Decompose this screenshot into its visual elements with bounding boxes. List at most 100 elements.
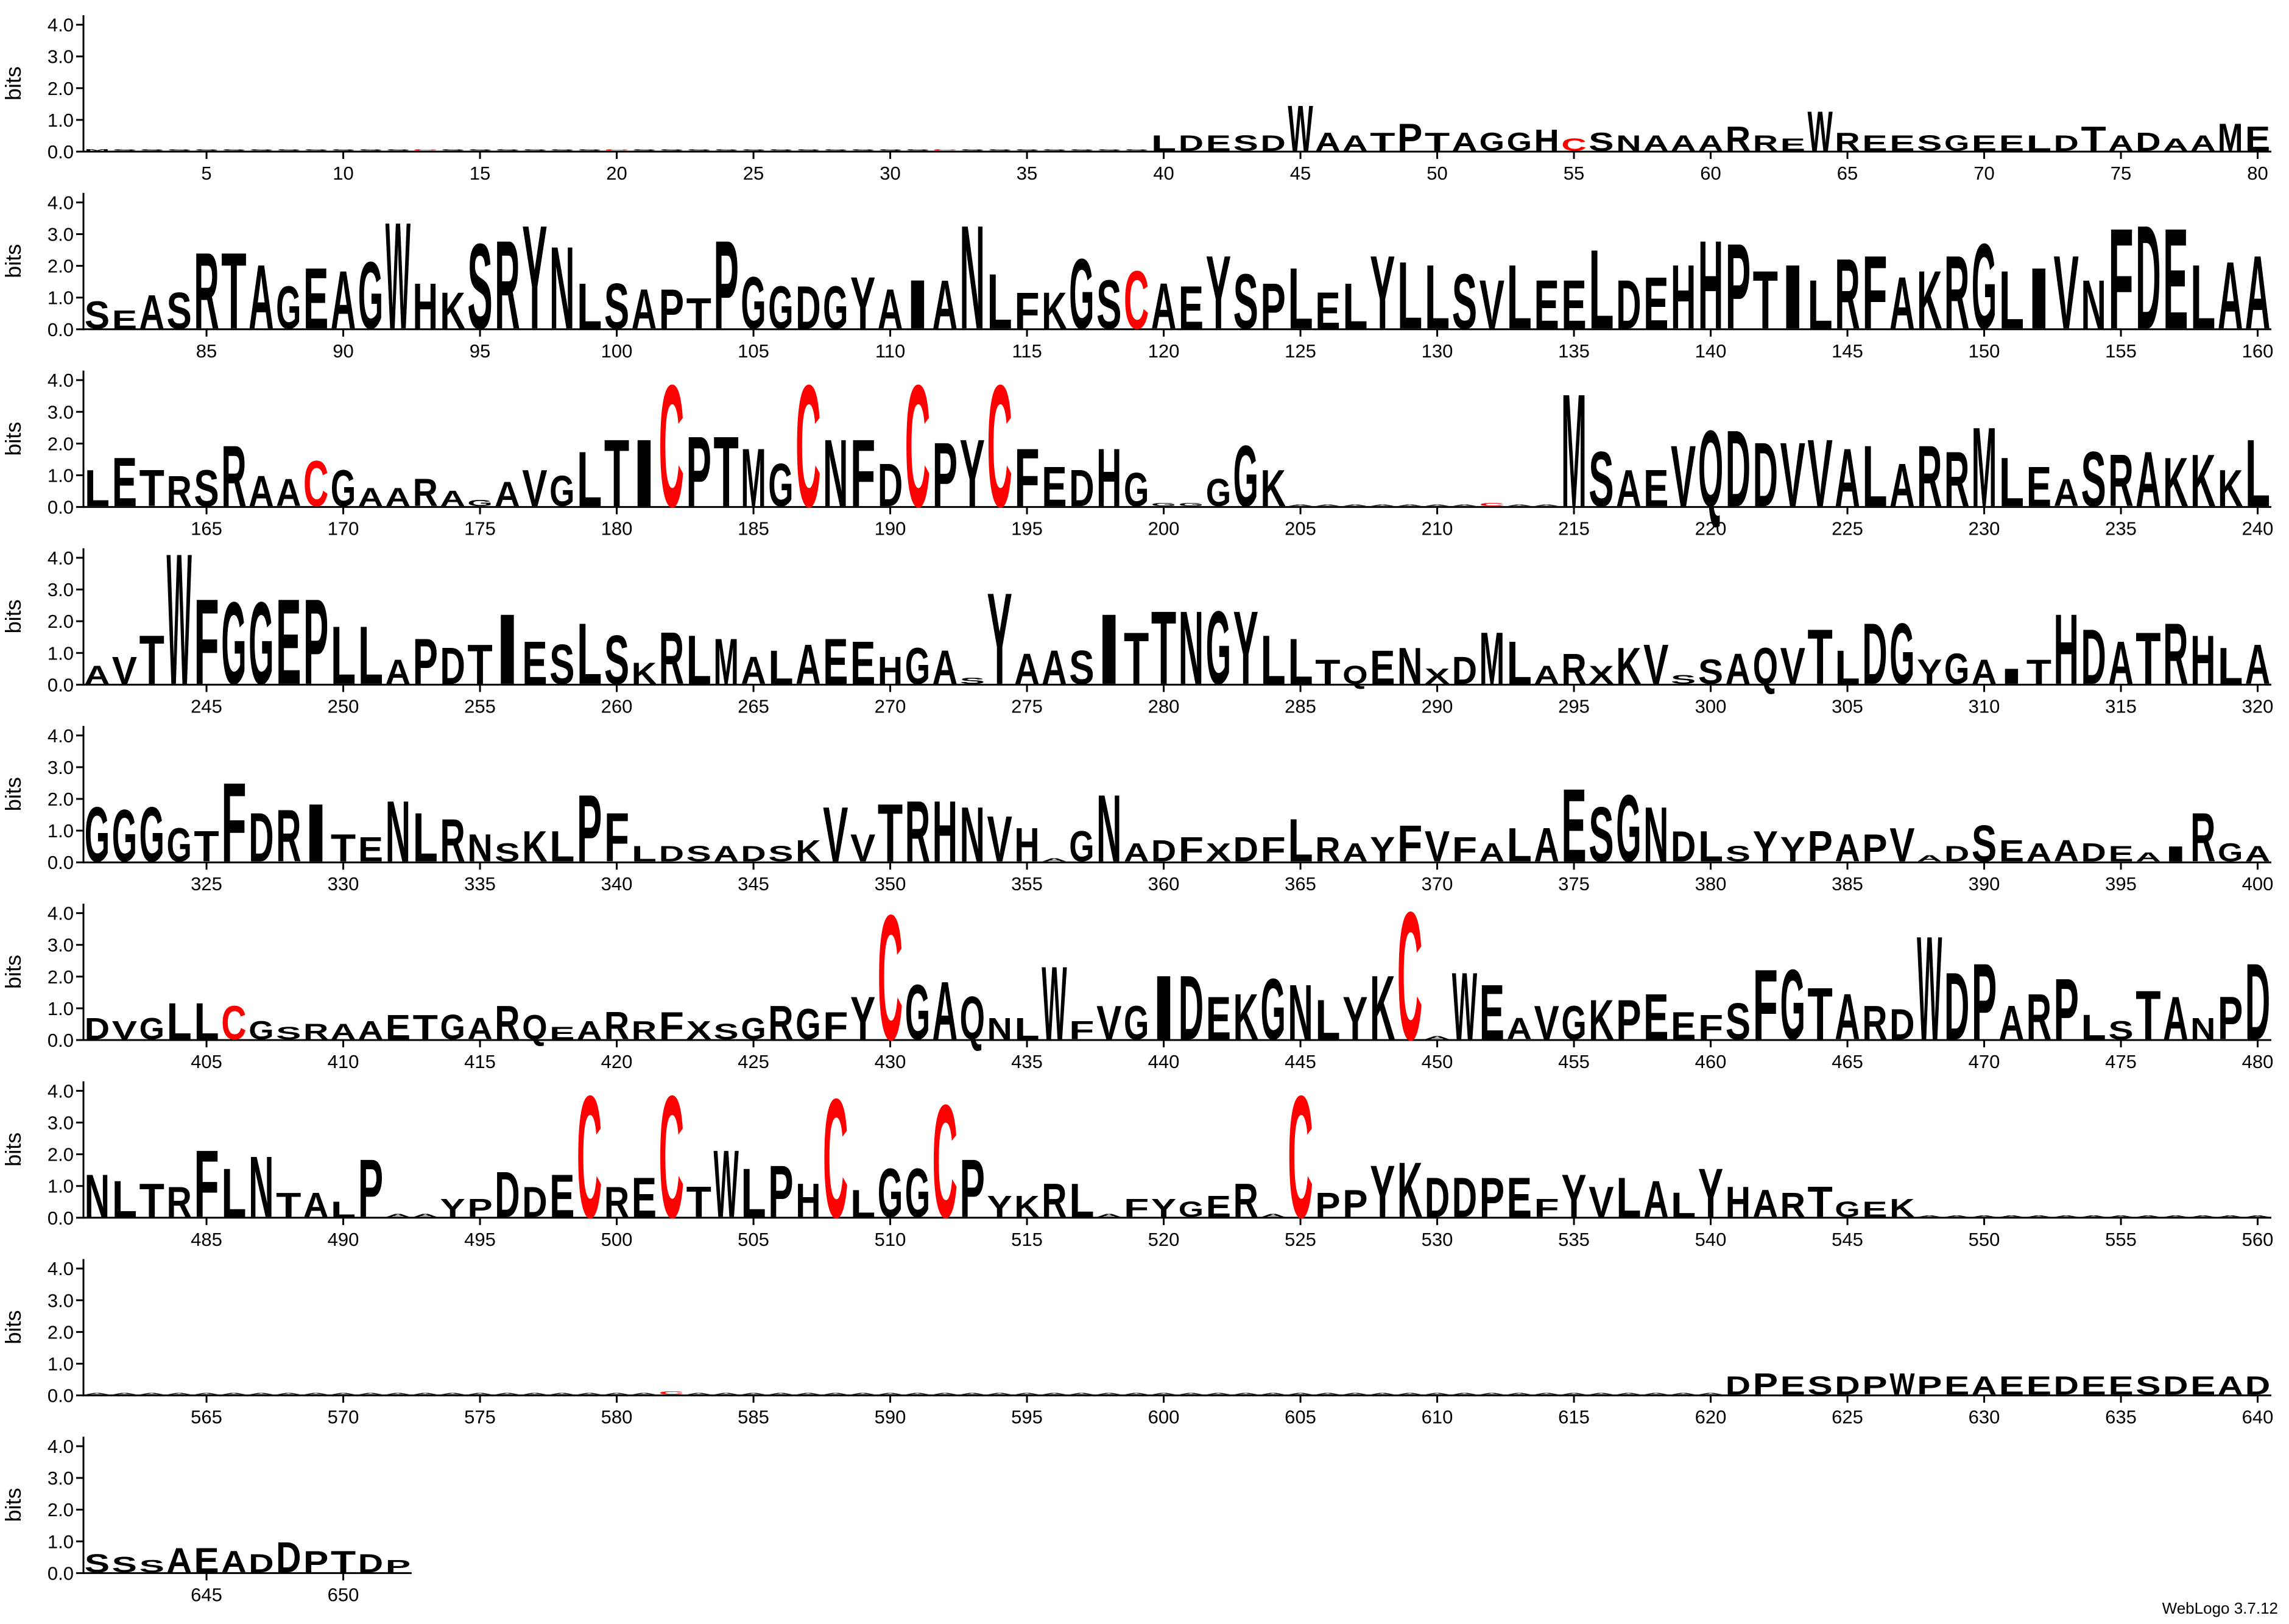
logo-letter: A (1315, 1393, 1340, 1395)
logo-letter: Y (1370, 1150, 1395, 1232)
logo-letter: T (878, 787, 903, 879)
logo-letter: N (1179, 589, 1204, 706)
logo-letter: A (1643, 1393, 1668, 1395)
logo-letter: K (440, 281, 465, 340)
logo-letter: Y (1206, 234, 1231, 351)
logo-letter: A (878, 1393, 903, 1395)
x-tick-label: 60 (1700, 163, 1721, 184)
logo-panel: bits 0.0 1.0 2.0 3.0 4.0 85 90 95 100 105 110 115 120… (1, 192, 2273, 362)
logo-letter: P (960, 1142, 985, 1234)
y-tick-label: 1.0 (48, 998, 74, 1019)
x-tick-label: 370 (1422, 873, 1453, 895)
logo-letter: F (1698, 1008, 1723, 1047)
logo-letter: P (1917, 1371, 1942, 1401)
logo-letter: D (2245, 941, 2270, 1063)
y-tick-label: 2.0 (48, 78, 74, 99)
logo-letter: E (1206, 984, 1231, 1052)
logo-letter: W (1288, 91, 1313, 164)
logo-letter: R (659, 617, 684, 700)
y-tick-label: 2.0 (48, 256, 74, 277)
logo-letter: A (1452, 504, 1477, 507)
x-tick-label: 195 (1011, 518, 1043, 540)
x-tick-label: 325 (191, 873, 222, 895)
y-tick-label: 4.0 (48, 903, 74, 924)
logo-letter: E (1534, 265, 1559, 343)
logo-letter: T (139, 459, 164, 518)
logo-letter: T (139, 1174, 164, 1227)
x-tick-label: 535 (1558, 1229, 1590, 1250)
logo-letter: P (467, 1193, 492, 1223)
logo-letter: L (85, 459, 110, 518)
logo-letter: N (1288, 969, 1313, 1056)
logo-letter: A (1151, 269, 1176, 342)
logo-letter: S (713, 149, 738, 151)
logo-letter: A (1342, 131, 1367, 155)
logo-letter: A (905, 1393, 930, 1395)
logo-letter: P (659, 278, 684, 341)
logo-letter: E (1999, 834, 2024, 868)
y-axis-label: bits (1, 66, 26, 100)
logo-letter: P (577, 775, 602, 882)
logo-letter: L (1425, 247, 1450, 348)
y-axis-label: bits (1, 1488, 26, 1522)
y-tick-label: 0.0 (48, 141, 74, 163)
logo-letter: A (303, 1393, 328, 1395)
x-tick-label: 230 (1969, 518, 2000, 540)
logo-letter: E (549, 1162, 574, 1230)
logo-letter: L (1342, 269, 1367, 342)
logo-letter: T (1807, 614, 1832, 701)
logo-letter: S (549, 633, 574, 696)
logo-letter: G (1616, 775, 1641, 882)
logo-letter: D (2054, 131, 2079, 155)
logo-letter: A (632, 1393, 657, 1395)
logo-letter: L (1069, 1174, 1094, 1227)
logo-letter: E (2026, 455, 2051, 518)
logo-letter: D (659, 842, 684, 866)
logo-letter: A (440, 1393, 465, 1395)
logo-letter: A (166, 1541, 191, 1580)
logo-letter: S (276, 149, 301, 151)
logo-letter: S (2108, 1016, 2133, 1045)
logo-letter: G (1889, 605, 1914, 703)
logo-letter: F (1862, 234, 1887, 351)
logo-letter: R (1561, 645, 1586, 694)
x-tick-label: 405 (191, 1051, 222, 1072)
logo-letter: F (1753, 949, 1778, 1061)
logo-letter: V (1096, 997, 1121, 1050)
logo-letter: R (1753, 131, 1778, 155)
x-tick-label: 220 (1695, 518, 1727, 540)
logo-letter: E (850, 629, 875, 697)
logo-letter: A (1151, 1393, 1176, 1395)
logo-letter: A (1260, 1213, 1285, 1218)
logo-letter: V (1480, 265, 1504, 343)
logo-letter: T (1753, 254, 1778, 346)
logo-letter: F (221, 759, 246, 886)
logo-letter: S (1698, 653, 1723, 692)
x-tick-label: 450 (1422, 1051, 1453, 1072)
x-tick-label: 15 (470, 163, 490, 184)
logo-letter: T (276, 1186, 301, 1225)
logo-letter: A (1643, 1170, 1668, 1228)
logo-letter: E (1972, 131, 1997, 155)
logo-letter: A (2026, 838, 2051, 867)
x-tick-label: 85 (196, 340, 217, 362)
logo-letter: C (1124, 254, 1149, 346)
logo-letter: R (413, 471, 438, 515)
logo-letter: W (1042, 944, 1067, 1061)
logo-letter: A (1042, 1393, 1067, 1395)
logo-letter: S (139, 1556, 164, 1576)
x-tick-label: 25 (743, 163, 764, 184)
logo-letter: C (1397, 874, 1422, 1078)
logo-letter: C (1288, 1060, 1313, 1254)
logo-letter: A (2108, 629, 2133, 697)
logo-letter: T (1807, 972, 1832, 1055)
logo-letter: C (303, 447, 328, 520)
logo-letter: D (1233, 830, 1258, 869)
logo-letter: D (2245, 1371, 2270, 1401)
logo-letter: G (1835, 1197, 1860, 1222)
logo-letter: R (194, 230, 219, 352)
logo-letter: C (933, 149, 958, 151)
logo-letter: R (495, 997, 520, 1050)
logo-letter: E (1042, 455, 1067, 518)
logo-letter: S (960, 676, 985, 686)
